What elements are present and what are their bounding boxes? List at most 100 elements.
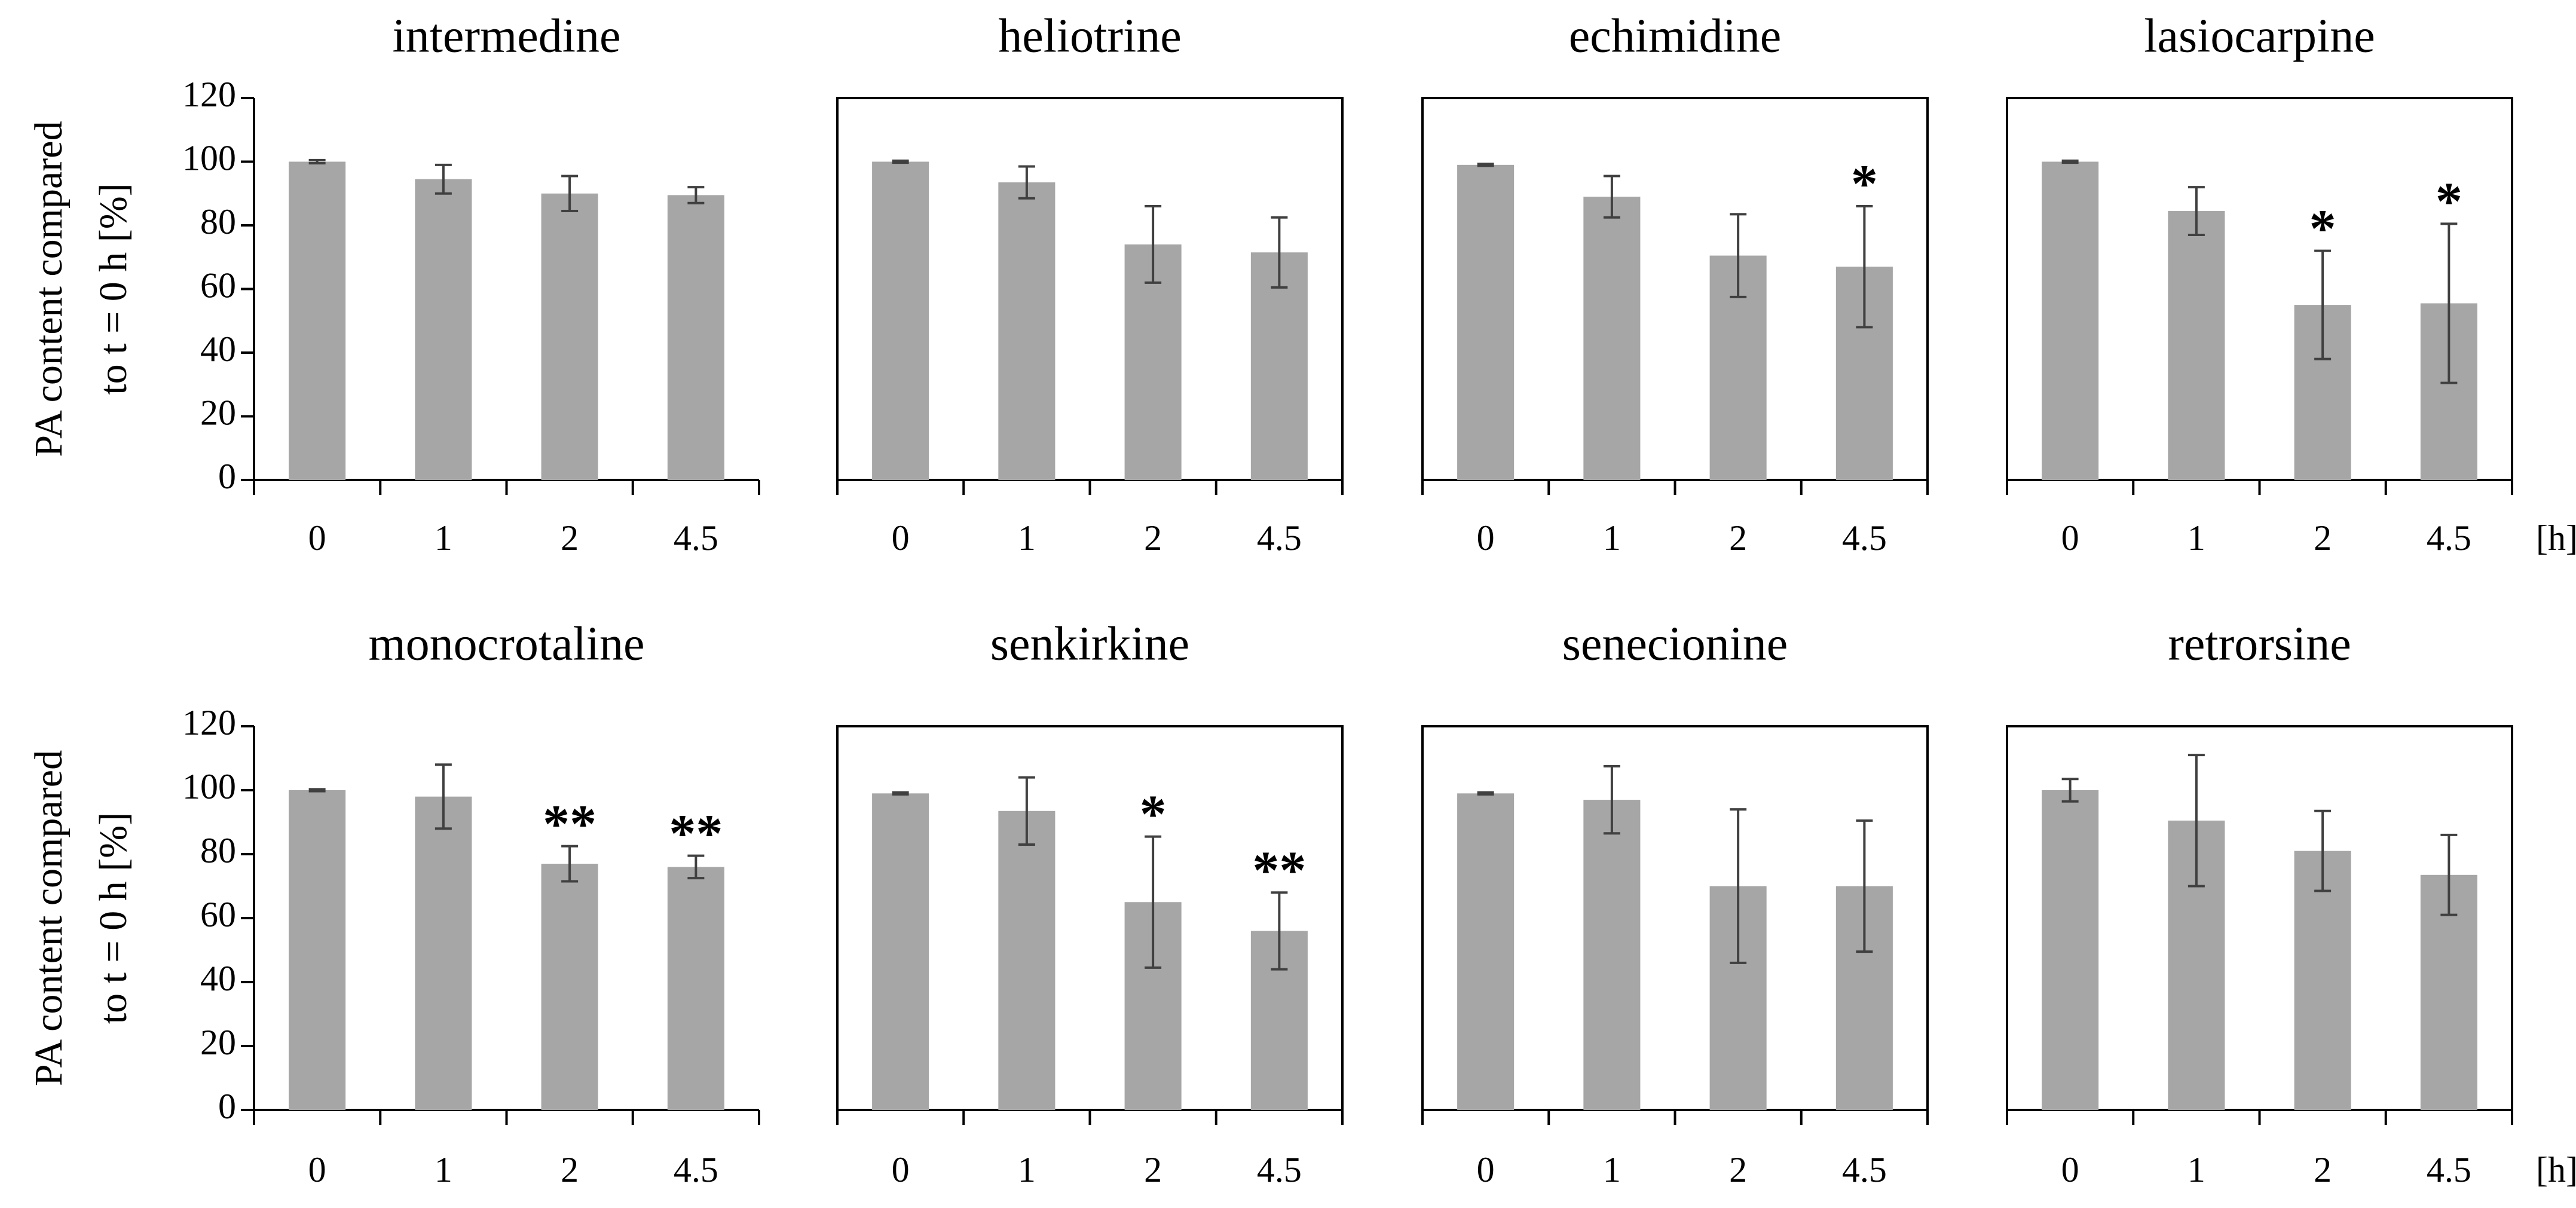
error-bar — [892, 159, 909, 164]
error-bar — [1477, 791, 1494, 796]
x-tick-label: 0 — [2061, 1150, 2079, 1189]
x-tick-label: 0 — [892, 518, 910, 558]
x-tick-label: 4.5 — [1257, 518, 1302, 558]
error-bar — [892, 791, 909, 796]
bar — [872, 161, 929, 480]
error-bar — [2061, 778, 2079, 803]
x-tick-label: 4.5 — [2427, 1150, 2471, 1189]
error-bar — [2440, 833, 2458, 916]
bar — [2168, 211, 2225, 480]
x-tick-label: 4.5 — [2427, 518, 2471, 558]
error-bar — [435, 163, 452, 195]
y-tick-label: 20 — [200, 1023, 236, 1062]
y-axis-label: to t = 0 h [%] — [91, 812, 135, 1024]
chart-title: intermedine — [392, 10, 620, 62]
x-tick-label: 1 — [1018, 1150, 1036, 1189]
error-bar — [561, 845, 579, 883]
y-tick-label: 60 — [200, 265, 236, 305]
error-bar — [1145, 835, 1162, 969]
x-tick-label: 2 — [1729, 518, 1747, 558]
x-tick-label: 0 — [308, 1150, 326, 1189]
error-bar — [1730, 213, 1747, 298]
x-tick-label: 0 — [2061, 518, 2079, 558]
bar — [998, 811, 1056, 1110]
error-bar — [1603, 175, 1620, 219]
y-axis-label: to t = 0 h [%] — [91, 183, 135, 394]
x-tick-label: 2 — [1729, 1150, 1747, 1189]
y-tick-label: 60 — [200, 895, 236, 934]
x-tick-label: 2 — [561, 1150, 579, 1189]
x-tick-label: 2 — [1144, 518, 1162, 558]
chart-title: heliotrine — [998, 10, 1182, 62]
bar — [1583, 800, 1641, 1110]
error-bar — [1018, 776, 1035, 846]
error-bar — [2188, 754, 2205, 888]
bar — [415, 179, 472, 480]
chart-title: echimidine — [1569, 10, 1781, 62]
error-bar — [1271, 216, 1288, 289]
error-bar — [2440, 222, 2458, 384]
error-bar — [561, 175, 579, 213]
significance-marker: ** — [1252, 841, 1306, 900]
chart-title: senecionine — [1562, 617, 1788, 670]
y-tick-label: 40 — [200, 329, 236, 369]
x-unit-label: [h] — [2536, 518, 2576, 558]
x-tick-label: 0 — [1477, 518, 1495, 558]
y-tick-label: 100 — [182, 138, 236, 178]
x-tick-label: 1 — [2188, 518, 2205, 558]
y-tick-label: 100 — [182, 767, 236, 806]
y-axis-label: PA content compared — [27, 750, 71, 1086]
bar — [1250, 252, 1308, 480]
y-tick-label: 120 — [182, 703, 236, 742]
x-tick-label: 4.5 — [1257, 1150, 1302, 1189]
error-bar — [1018, 165, 1035, 200]
x-tick-label: 2 — [561, 518, 579, 558]
bar — [1457, 793, 1515, 1110]
error-bar — [2314, 249, 2332, 360]
error-bar — [308, 158, 326, 165]
x-tick-label: 4.5 — [674, 1150, 718, 1189]
chart-title: retrorsine — [2168, 617, 2351, 670]
x-tick-label: 4.5 — [1842, 1150, 1887, 1189]
x-tick-label: 0 — [892, 1150, 910, 1189]
bar — [289, 161, 346, 480]
error-bar — [1730, 808, 1747, 964]
y-tick-label: 80 — [200, 202, 236, 241]
bar — [2294, 851, 2351, 1110]
bar — [541, 864, 598, 1110]
y-tick-label: 80 — [200, 831, 236, 870]
error-bar — [2061, 159, 2079, 164]
error-bar — [1603, 764, 1620, 835]
x-tick-label: 1 — [435, 518, 452, 558]
x-tick-label: 0 — [1477, 1150, 1495, 1189]
bar — [415, 796, 472, 1110]
error-bar — [1145, 205, 1162, 284]
chart-title: senkirkine — [990, 617, 1189, 670]
x-tick-label: 1 — [2188, 1150, 2205, 1189]
bar — [872, 793, 929, 1110]
y-tick-label: 20 — [200, 393, 236, 432]
significance-marker: * — [1851, 155, 1878, 214]
x-tick-label: 4.5 — [674, 518, 718, 558]
error-bar — [1856, 205, 1873, 329]
significance-marker: * — [2309, 199, 2336, 258]
significance-marker: ** — [669, 804, 723, 863]
significance-marker: * — [2436, 172, 2462, 231]
error-bar — [435, 763, 452, 830]
error-bar — [1477, 163, 1494, 167]
x-tick-label: 2 — [1144, 1150, 1162, 1189]
error-bar — [687, 186, 705, 204]
error-bar — [2314, 809, 2332, 892]
bar — [998, 182, 1056, 480]
x-tick-label: 2 — [2314, 518, 2332, 558]
y-tick-label: 0 — [218, 457, 236, 496]
y-tick-label: 120 — [182, 75, 236, 114]
bar — [667, 867, 724, 1110]
error-bar — [1271, 891, 1288, 971]
error-bar — [1856, 819, 1873, 953]
bar — [2042, 790, 2099, 1110]
x-unit-label: [h] — [2536, 1150, 2576, 1189]
y-axis-label: PA content compared — [27, 121, 71, 457]
chart-title: lasiocarpine — [2144, 10, 2375, 62]
